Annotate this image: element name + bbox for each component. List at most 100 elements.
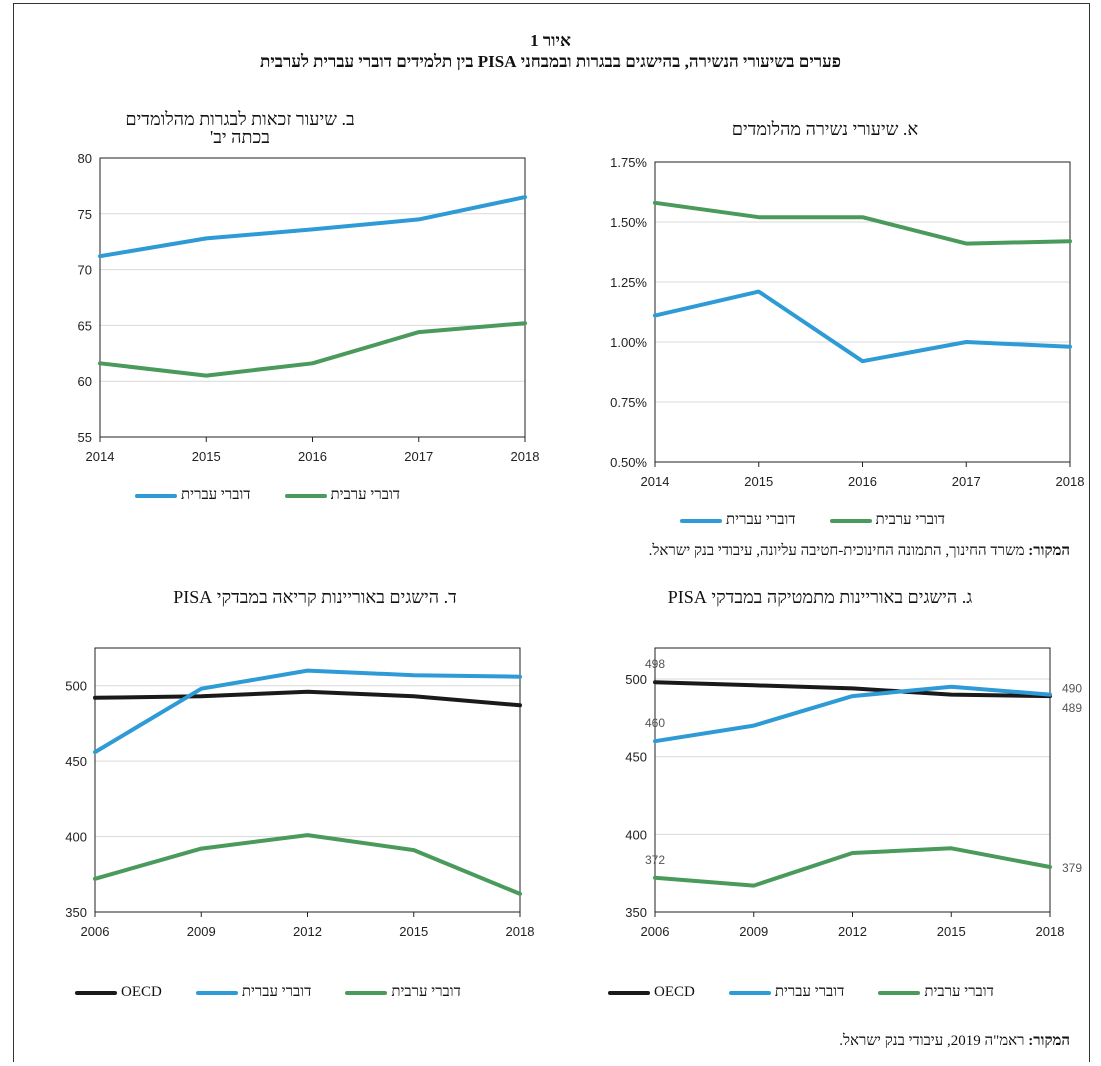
y-tick-label: 350: [65, 905, 87, 920]
legend-label: דוברי עברית: [241, 984, 312, 1000]
legend-swatch: [195, 990, 238, 995]
x-tick-label: 2016: [298, 449, 327, 464]
legend-label: דוברי עברית: [181, 487, 251, 503]
legend-swatch: [728, 990, 771, 995]
legend-label: דוברי ערבית: [391, 984, 461, 1000]
legend-swatch: [878, 990, 921, 995]
x-tick-label: 2016: [848, 474, 877, 489]
y-tick-label: 450: [625, 750, 647, 765]
legend-item: דוברי ערבית: [829, 512, 946, 529]
legend-item: OECD: [608, 984, 695, 1001]
x-tick-label: 2015: [399, 924, 428, 939]
data-label: 372: [645, 853, 665, 867]
plot-frame: [99, 157, 526, 438]
x-tick-label: 2017: [404, 449, 433, 464]
source-note-bottom: המקור: ראמ"ה 2019, עיבודי בנק ישראל.: [500, 1033, 1070, 1050]
data-label: 498: [645, 657, 665, 671]
x-tick-label: 2006: [641, 924, 670, 939]
chart-a-svg: 0.50% 0.75% 1.00% 1.25% 1.50% 1.75% 2014 2015 20…: [610, 155, 1084, 489]
legend-item: דוברי עברית: [135, 487, 251, 504]
legend-label: דוברי ערבית: [330, 487, 401, 503]
x-tick-label: 2014: [641, 474, 670, 489]
legend-swatch: [284, 493, 327, 498]
legend-label: OECD: [654, 984, 695, 1000]
series-line-arabic: [653, 200, 1072, 246]
x-tick-label: 2012: [838, 924, 867, 939]
y-tick-label: 0.75%: [610, 395, 647, 410]
y-tick-label: 70: [78, 263, 92, 278]
data-label: 379: [1062, 861, 1082, 875]
chart-b-legend: דוברי ערבית דוברי עברית: [135, 487, 400, 504]
y-tick-label: 500: [625, 672, 647, 687]
legend-swatch: [680, 518, 722, 523]
chart-a-legend: דוברי ערבית דוברי עברית: [680, 512, 945, 529]
chart-d: 350 400 450 500 2006 2009 2012 2015 2018: [50, 640, 550, 960]
series-line-hebrew: [653, 684, 1052, 744]
chart-b-title: ב. שיעור זכאות לבגרות מהלומדים בכתה יב': [125, 109, 355, 147]
chart-c-title: ג. הישגים באוריינות מתמטיקה במבדקי PISA: [667, 587, 973, 607]
x-tick-label: 2015: [937, 924, 966, 939]
series-line-oecd: [653, 680, 1052, 699]
legend-swatch: [345, 990, 388, 995]
y-tick-label: 350: [625, 905, 647, 920]
x-tick-label: 2015: [744, 474, 773, 489]
legend-swatch: [75, 990, 117, 995]
x-tick-label: 2006: [81, 924, 110, 939]
y-tick-label: 60: [78, 374, 92, 389]
chart-d-legend: דוברי ערבית דוברי עברית OECD: [75, 984, 461, 1001]
y-tick-label: 500: [65, 679, 87, 694]
figure-title: פערים בשיעורי הנשירה, בהישגים בבגרות ובמ…: [259, 52, 842, 71]
data-label: 489: [1062, 701, 1082, 715]
series-line-arabic: [653, 846, 1052, 888]
y-tick-label: 450: [65, 754, 87, 769]
x-tick-label: 2015: [192, 449, 221, 464]
y-tick-label: 1.75%: [610, 155, 647, 170]
y-tick-label: 400: [625, 827, 647, 842]
chart-c-legend: דוברי ערבית דוברי עברית OECD: [608, 984, 994, 1001]
y-tick-label: 0.50%: [610, 455, 647, 470]
chart-a-title: א. שיעורי נשירה מהלומדים: [731, 119, 919, 139]
legend-swatch: [829, 518, 872, 523]
series-line-arabic: [98, 321, 527, 378]
legend-item: דוברי ערבית: [345, 984, 461, 1001]
legend-item: OECD: [75, 984, 162, 1001]
x-tick-label: 2012: [293, 924, 322, 939]
series-line-arabic: [93, 833, 522, 896]
legend-item: דוברי ערבית: [878, 984, 994, 1001]
legend-label: OECD: [121, 984, 162, 1000]
x-tick-label: 2014: [86, 449, 115, 464]
series-line-hebrew: [98, 195, 527, 259]
source-label: המקור:: [1028, 1033, 1070, 1049]
y-tick-label: 65: [78, 318, 92, 333]
x-tick-label: 2009: [187, 924, 216, 939]
y-tick-label: 1.25%: [610, 275, 647, 290]
legend-label: דוברי ערבית: [924, 984, 994, 1000]
source-note-top: המקור: משרד החינוך, התמונה החינוכית-חטיב…: [300, 543, 1070, 560]
chart-d-svg: 350 400 450 500 2006 2009 2012 2015 2018: [65, 647, 535, 939]
x-tick-label: 2017: [952, 474, 981, 489]
x-tick-label: 2009: [739, 924, 768, 939]
x-tick-label: 2018: [506, 924, 535, 939]
legend-swatch: [135, 493, 177, 498]
series-line-hebrew: [93, 668, 522, 755]
y-tick-label: 1.00%: [610, 335, 647, 350]
series-line-oecd: [93, 689, 522, 708]
y-tick-label: 1.50%: [610, 215, 647, 230]
legend-label: דוברי ערבית: [875, 512, 946, 528]
source-label: המקור:: [1028, 543, 1070, 559]
legend-item: דוברי עברית: [680, 512, 796, 529]
y-tick-label: 55: [78, 430, 92, 445]
chart-c: 350 400 450 500 2006 2009 2012 2015 2018 498 460 37…: [560, 640, 1082, 960]
plot-frame: [94, 647, 521, 913]
source-text: משרד החינוך, התמונה החינוכית-חטיבה עליונ…: [648, 543, 1029, 559]
x-tick-label: 2018: [511, 449, 540, 464]
legend-label: דוברי עברית: [774, 984, 845, 1000]
chart-b: 55 60 65 70 75 80 2014 2015 2016 2017 2018: [50, 150, 550, 480]
x-tick-label: 2018: [1036, 924, 1065, 939]
y-tick-label: 400: [65, 830, 87, 845]
y-tick-label: 80: [78, 151, 92, 166]
series-line-hebrew: [653, 289, 1072, 364]
plot-frame: [654, 161, 1071, 463]
legend-item: דוברי עברית: [195, 984, 312, 1001]
chart-b-svg: 55 60 65 70 75 80 2014 2015 2016 2017 2018: [78, 151, 540, 464]
